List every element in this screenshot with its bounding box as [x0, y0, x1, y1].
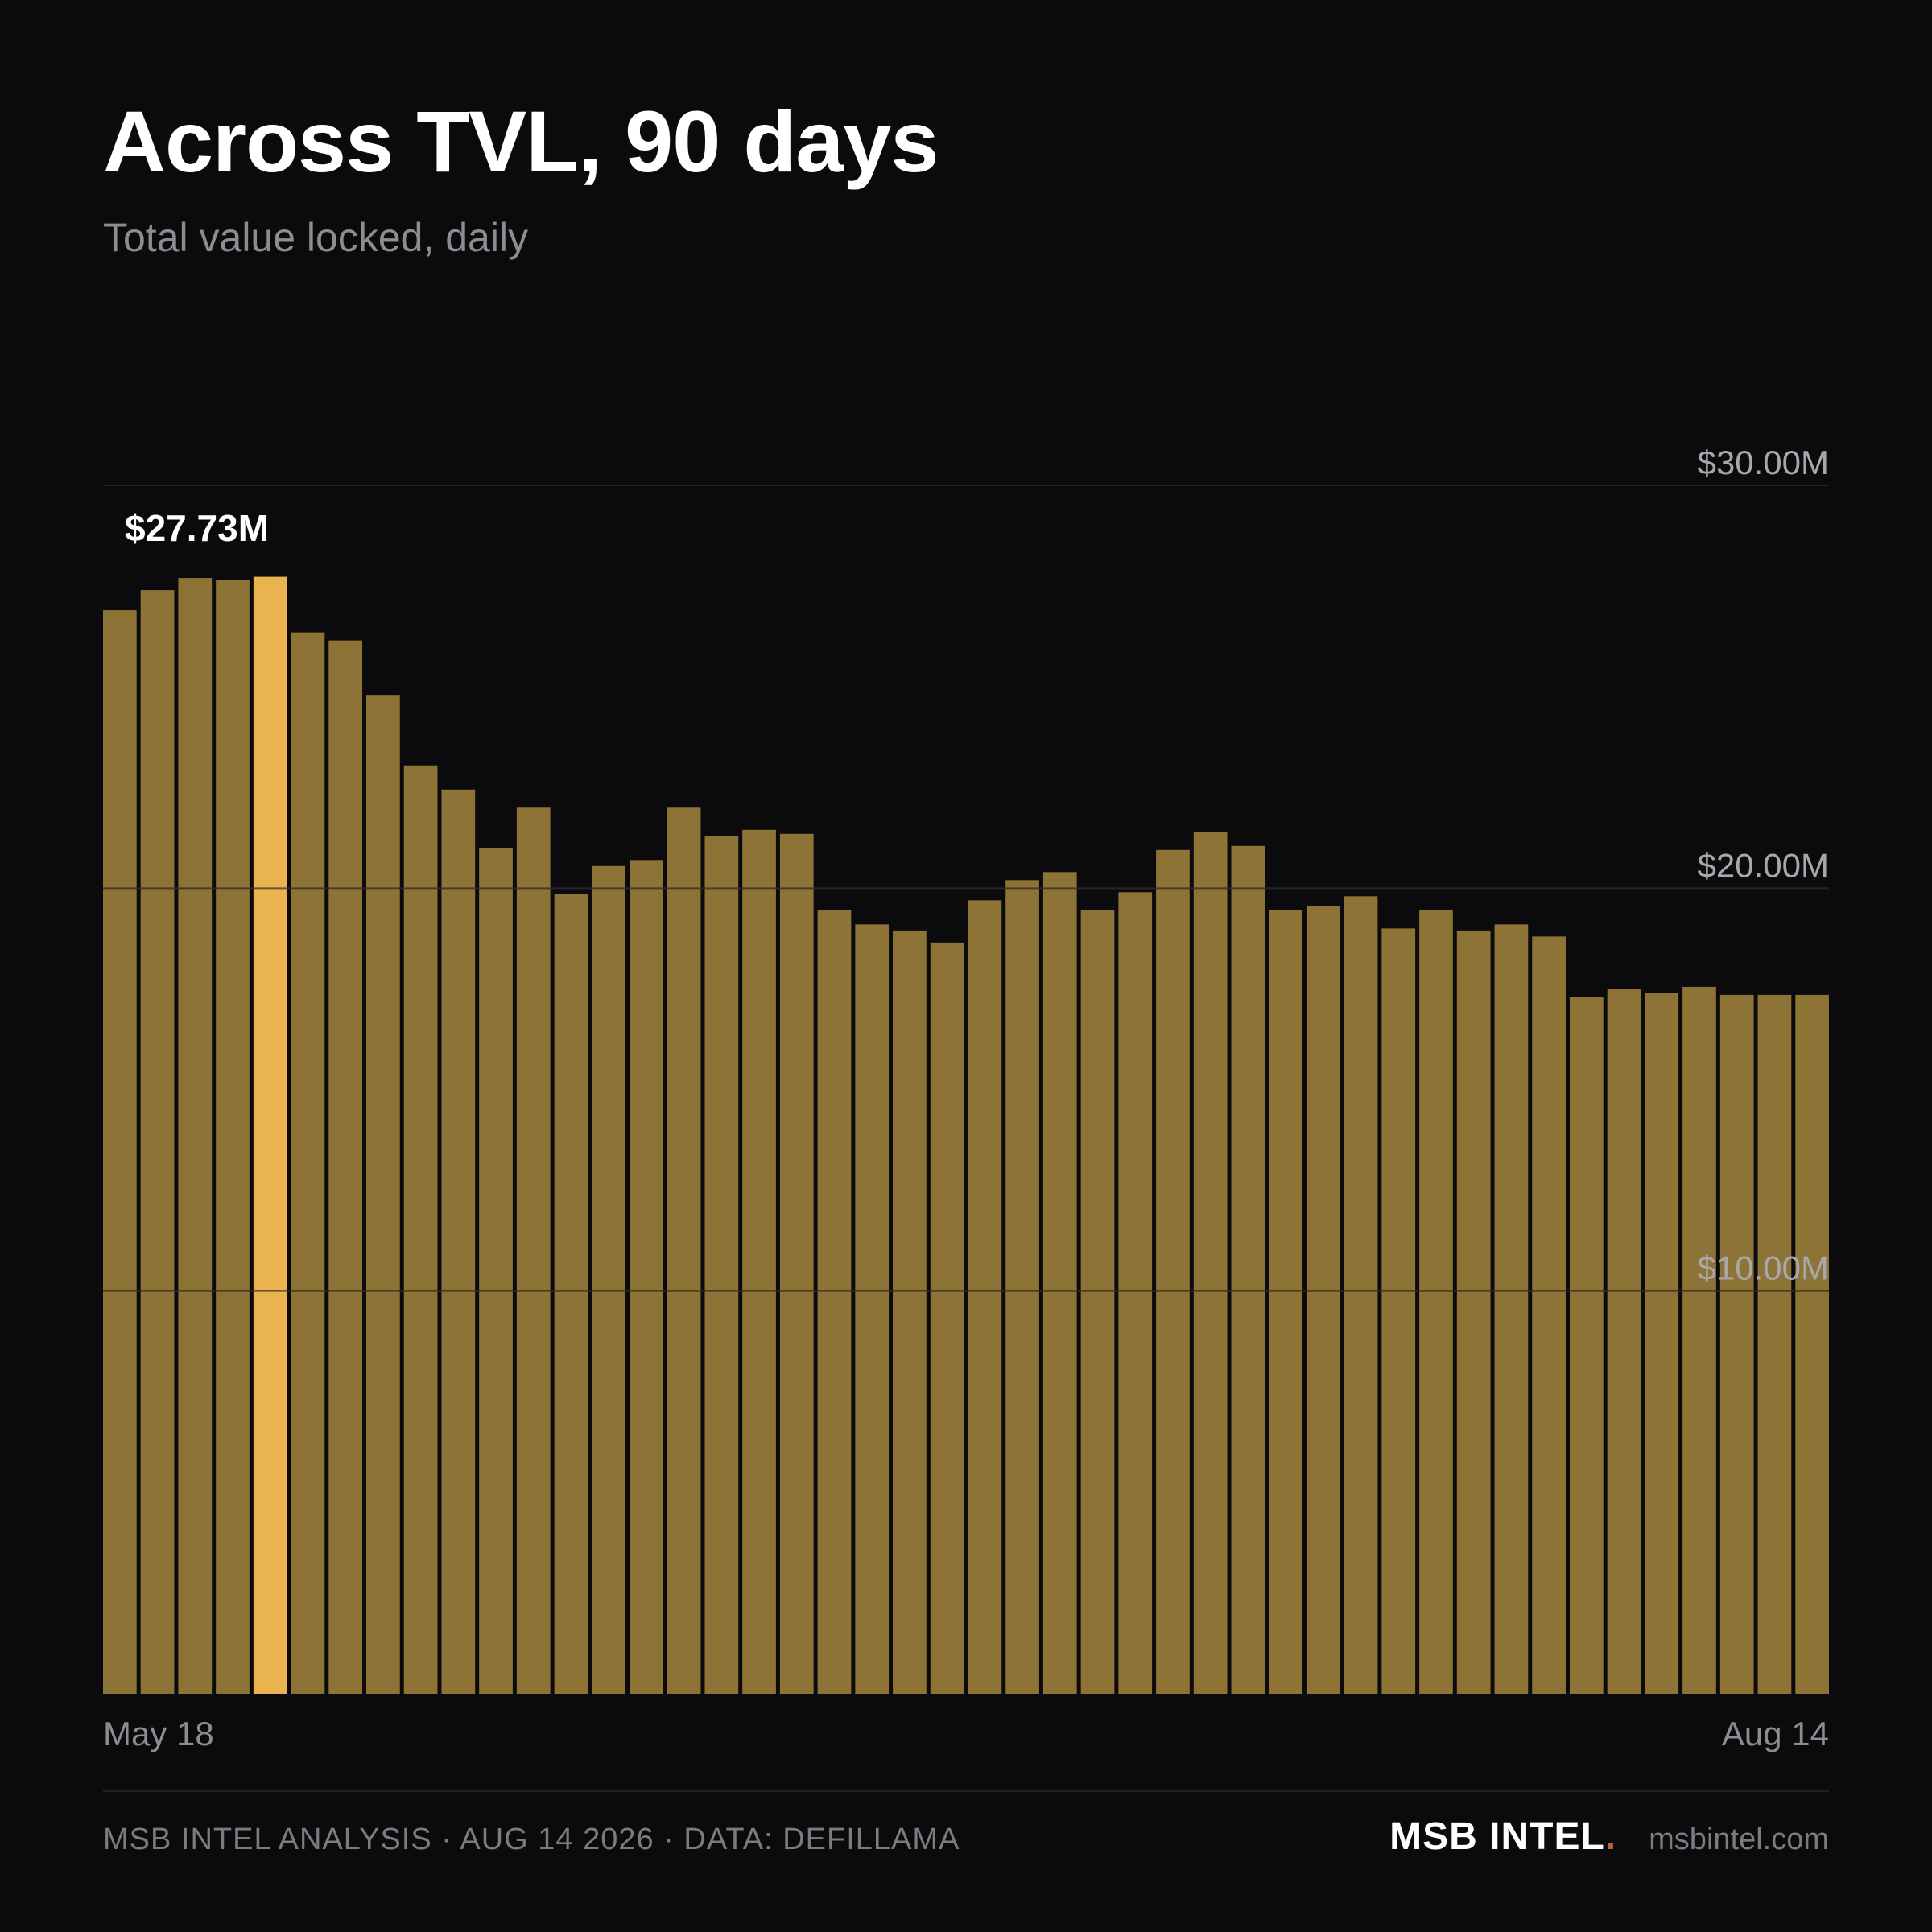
bar: [704, 836, 739, 1694]
brand-logo: MSB INTEL.: [1389, 1818, 1616, 1856]
bar: [1080, 910, 1115, 1694]
bar: [366, 695, 400, 1694]
bar: [1381, 928, 1416, 1694]
brand-dot: .: [1604, 1815, 1617, 1858]
bars: [103, 576, 1829, 1695]
y-tick-label: $10.00M: [1698, 1249, 1829, 1287]
bar: [855, 924, 890, 1694]
footer-attribution: MSB INTEL ANALYSIS · AUG 14 2026 · DATA:…: [103, 1823, 960, 1856]
y-tick-label: $30.00M: [1698, 444, 1829, 481]
bar: [291, 632, 325, 1695]
bar: [817, 910, 852, 1694]
bar: [742, 829, 776, 1694]
bar: [441, 789, 476, 1694]
bar: [1682, 986, 1716, 1694]
bar: [1344, 896, 1378, 1694]
site-link[interactable]: msbintel.com: [1649, 1823, 1829, 1856]
brand-name: MSB INTEL: [1389, 1815, 1605, 1858]
bar: [1193, 832, 1228, 1694]
highlight-value-label: $27.73M: [125, 507, 269, 549]
bar: [1494, 924, 1529, 1694]
bar: [1607, 989, 1641, 1694]
bar: [1757, 994, 1792, 1694]
bar: [1156, 849, 1190, 1694]
bar: [140, 590, 175, 1694]
bar: [1306, 906, 1340, 1694]
bar: [930, 942, 964, 1694]
chart-title: Across TVL, 90 days: [103, 93, 939, 190]
bar-highlight: [253, 576, 287, 1694]
x-end-label: Aug 14: [1722, 1715, 1829, 1752]
bar: [1005, 880, 1039, 1694]
bar: [968, 900, 1002, 1694]
bar: [630, 860, 663, 1694]
footer-divider: [103, 1790, 1829, 1792]
bar: [1569, 997, 1604, 1694]
bar: [592, 865, 626, 1694]
bar: [667, 807, 701, 1695]
bar: [328, 640, 363, 1694]
bar: [1532, 936, 1566, 1694]
bar: [893, 930, 927, 1694]
bar: [178, 578, 213, 1694]
chart-subtitle: Total value locked, daily: [103, 215, 529, 260]
bar: [1419, 910, 1453, 1694]
bar: [1456, 930, 1491, 1694]
bar: [554, 894, 588, 1694]
bar: [216, 580, 250, 1694]
bar: [103, 610, 137, 1695]
bar: [779, 833, 814, 1694]
bar: [1042, 872, 1077, 1694]
bar: [1795, 994, 1829, 1694]
chart-labels: $27.73M May 18 Aug 14: [103, 507, 1829, 1752]
bar: [1645, 993, 1679, 1694]
y-tick-label: $20.00M: [1698, 846, 1829, 884]
bar: [1719, 994, 1754, 1694]
x-start-label: May 18: [103, 1715, 214, 1752]
bar: [1118, 892, 1153, 1694]
bar: [1231, 845, 1265, 1694]
bar: [403, 765, 438, 1694]
bar: [479, 848, 513, 1694]
bar: [516, 807, 551, 1695]
bar: [1269, 910, 1302, 1694]
footer-brand-block: MSB INTEL. msbintel.com: [1389, 1818, 1829, 1856]
